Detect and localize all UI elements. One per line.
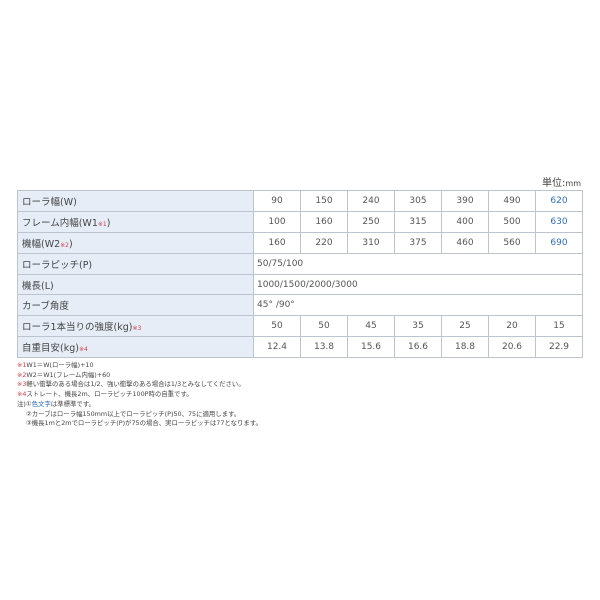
label-text: 機長(L) [22, 280, 54, 292]
note-mark: ※1 [17, 361, 27, 369]
cell-value: 375 [394, 231, 442, 254]
cell-value: 400 [441, 210, 489, 233]
row-value: 1000/1500/2000/3000 [253, 273, 583, 296]
label-text: ローラ幅(W) [22, 196, 77, 208]
table-row: ローラピッチ(P) 50/75/100 [17, 252, 583, 275]
row-label: ローラピッチ(P) [17, 252, 254, 275]
label-text: ローラ1本当りの強度(kg) [22, 322, 133, 334]
row-value: 45° /90° [253, 294, 583, 317]
cell-value: 500 [488, 210, 536, 233]
cell-value: 390 [441, 190, 489, 212]
label-text: 自重目安(kg) [22, 343, 79, 355]
cell-value: 490 [488, 190, 536, 212]
table-row: 機長(L) 1000/1500/2000/3000 [17, 273, 583, 296]
note-mark: ※3 [17, 380, 27, 389]
cell-value: 13.8 [300, 336, 348, 359]
row-label: ローラ1本当りの強度(kg)※3 [17, 315, 254, 338]
cell-value: 620 [535, 190, 583, 212]
note-mark: ※4 [78, 346, 88, 354]
cell-value: 160 [253, 231, 301, 254]
cell-value: 45 [347, 315, 395, 338]
label-suffix: ) [69, 238, 73, 250]
cell-value: 100 [253, 210, 301, 233]
caution-prefix: 注)① [17, 399, 32, 408]
note-mark: ※2 [17, 370, 27, 379]
cell-value: 220 [300, 231, 348, 254]
cell-value: 90 [253, 190, 301, 212]
cell-value: 250 [347, 210, 395, 233]
cell-value: 630 [535, 210, 583, 233]
cell-value: 25 [441, 315, 489, 338]
colored-text-sample: 色文字 [31, 399, 51, 408]
note-text: W2＝W1(フレーム内幅)+60 [26, 370, 111, 379]
label-text: 機幅(W2 [22, 238, 61, 250]
label-text: カーブ角度 [22, 301, 69, 313]
row-label: ローラ幅(W) [17, 190, 254, 212]
cell-value: 305 [394, 190, 442, 212]
note-3: ※3軽い衝撃のある場合は1/2、強い衝撃のある場合は1/3とみなしてください。 [17, 380, 262, 390]
cell-value: 50 [253, 315, 301, 338]
note-1: ※1W1＝W(ローラ幅)+10 [17, 361, 262, 371]
cell-value: 12.4 [253, 336, 301, 359]
table-row: 機幅(W2※2) 160 220 310 375 460 560 690 [17, 231, 583, 254]
row-label: カーブ角度 [17, 294, 254, 317]
unit-text: 単位: [542, 178, 566, 189]
caution-1: 注)①色文字は準標準です。 [17, 400, 262, 410]
table-row: 自重目安(kg)※4 12.4 13.8 15.6 16.6 18.8 20.6 22.9 [17, 336, 583, 359]
cell-value: 310 [347, 231, 395, 254]
row-label: 機長(L) [17, 273, 254, 296]
note-text: W1＝W(ローラ幅)+10 [26, 361, 94, 369]
row-label: フレーム内幅(W1※1) [17, 210, 254, 233]
note-2: ※2W2＝W1(フレーム内幅)+60 [17, 371, 262, 381]
cell-value: 560 [488, 231, 536, 254]
note-4: ※4ストレート、機長2m、ローラピッチ100P時の自重です。 [17, 390, 262, 400]
cell-value: 50 [300, 315, 348, 338]
cell-value: 240 [347, 190, 395, 212]
caution-text: は準標準です。 [50, 399, 95, 408]
label-text: ローラピッチ(P) [22, 259, 93, 271]
cell-value: 20.6 [488, 336, 536, 359]
table-row: ローラ幅(W) 90 150 240 305 390 490 620 [17, 190, 583, 212]
note-mark: ※4 [17, 390, 27, 399]
spec-table: ローラ幅(W) 90 150 240 305 390 490 620 フレーム内幅(W1※1) 1… [17, 190, 583, 359]
cell-value: 150 [300, 190, 348, 212]
unit-label: 単位:mm [542, 174, 581, 189]
note-mark: ※2 [60, 241, 70, 249]
cell-value: 460 [441, 231, 489, 254]
row-label: 自重目安(kg)※4 [17, 336, 254, 359]
note-mark: ※3 [132, 325, 142, 333]
table-row: ローラ1本当りの強度(kg)※3 50 50 45 35 25 20 15 [17, 315, 583, 338]
footnotes: ※1W1＝W(ローラ幅)+10 ※2W2＝W1(フレーム内幅)+60 ※3軽い衝… [17, 361, 262, 429]
table-row: カーブ角度 45° /90° [17, 294, 583, 317]
cell-value: 690 [535, 231, 583, 254]
caution-2: ②カーブはローラ幅150mm以上でローラピッチ(P)50、75に適用します。 [26, 409, 241, 418]
cell-value: 22.9 [535, 336, 583, 359]
label-suffix: ) [106, 217, 111, 229]
note-text: 軽い衝撃のある場合は1/2、強い衝撃のある場合は1/3とみなしてください。 [26, 380, 245, 389]
caution-3: ③機長1mと2mでローラピッチ(P)が75の場合、実ローラピッチは77となります… [26, 419, 262, 428]
cell-value: 18.8 [441, 336, 489, 359]
cell-value: 15.6 [347, 336, 395, 359]
row-label: 機幅(W2※2) [17, 231, 254, 254]
cell-value: 160 [300, 210, 348, 233]
cell-value: 16.6 [394, 336, 442, 359]
note-mark: ※1 [97, 220, 107, 228]
cell-value: 20 [488, 315, 536, 338]
table-row: フレーム内幅(W1※1) 100 160 250 315 400 500 630 [17, 210, 583, 233]
cell-value: 35 [394, 315, 442, 338]
unit-value: mm [565, 179, 581, 188]
label-text: フレーム内幅(W1 [22, 217, 98, 229]
note-text: ストレート、機長2m、ローラピッチ100P時の自重です。 [26, 390, 193, 399]
row-value: 50/75/100 [253, 252, 583, 275]
cell-value: 315 [394, 210, 442, 233]
cell-value: 15 [535, 315, 583, 338]
